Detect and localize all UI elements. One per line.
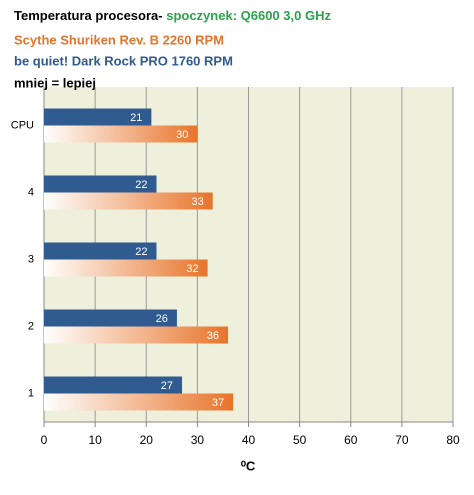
y-tick-label: CPU bbox=[11, 119, 34, 131]
value-label: 37 bbox=[212, 397, 224, 409]
bar bbox=[44, 309, 177, 327]
value-label: 32 bbox=[186, 263, 198, 275]
value-label: 33 bbox=[191, 196, 203, 208]
title: Temperatura procesora- bbox=[14, 8, 163, 23]
bar bbox=[44, 326, 229, 344]
value-label: 21 bbox=[130, 112, 142, 124]
x-tick-label: 70 bbox=[395, 433, 409, 447]
x-tick-label: 0 bbox=[41, 433, 48, 447]
chart-title: Temperatura procesora- spoczynek: Q6600 … bbox=[14, 8, 331, 23]
y-tick-label: 1 bbox=[28, 387, 34, 399]
value-label: 27 bbox=[161, 380, 173, 392]
x-tick-label: 30 bbox=[191, 433, 205, 447]
value-label: 22 bbox=[135, 246, 147, 258]
annotation: mniej = lepiej bbox=[14, 75, 96, 90]
bar bbox=[44, 242, 157, 260]
bar bbox=[44, 259, 208, 277]
x-tick-label: 60 bbox=[344, 433, 358, 447]
bar bbox=[44, 108, 152, 126]
bar bbox=[44, 376, 183, 394]
x-tick-label: 80 bbox=[446, 433, 460, 447]
x-tick-label: 40 bbox=[242, 433, 256, 447]
value-label: 22 bbox=[135, 179, 147, 191]
x-axis-label: ⁰C bbox=[241, 458, 256, 473]
value-label: 36 bbox=[207, 330, 219, 342]
bar bbox=[44, 175, 157, 193]
y-tick-label: 2 bbox=[28, 320, 34, 332]
value-label: 30 bbox=[176, 129, 188, 141]
legend-entry: be quiet! Dark Rock PRO 1760 RPM bbox=[14, 53, 233, 68]
x-tick-label: 10 bbox=[88, 433, 102, 447]
bar bbox=[44, 125, 198, 143]
value-label: 26 bbox=[156, 313, 168, 325]
y-tick-label: 4 bbox=[28, 186, 34, 198]
y-tick-label: 3 bbox=[28, 253, 34, 265]
bar bbox=[44, 192, 213, 210]
legend-entry: Scythe Shuriken Rev. B 2260 RPM bbox=[14, 32, 224, 47]
bar bbox=[44, 393, 234, 411]
subtitle: spoczynek: Q6600 3,0 GHz bbox=[166, 8, 331, 23]
x-tick-label: 20 bbox=[140, 433, 154, 447]
x-tick-label: 50 bbox=[293, 433, 307, 447]
